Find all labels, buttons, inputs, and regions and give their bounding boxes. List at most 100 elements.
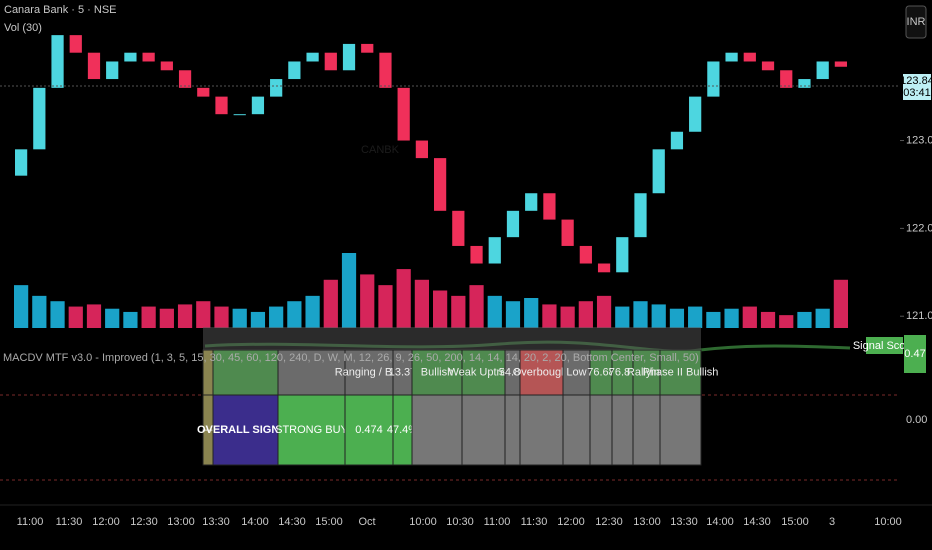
volume-bar bbox=[287, 301, 302, 328]
time-label: 12:30 bbox=[130, 516, 158, 528]
table-cell bbox=[212, 349, 279, 396]
table-cell bbox=[461, 394, 506, 466]
volume-bar bbox=[433, 290, 448, 328]
volume-bar bbox=[560, 306, 575, 328]
table-text: Weak Uptrend bbox=[448, 366, 518, 378]
volume-bar bbox=[123, 311, 138, 328]
time-label: 10:30 bbox=[446, 516, 474, 528]
volume-bar bbox=[378, 285, 393, 328]
volume-bar bbox=[797, 311, 812, 328]
candle bbox=[670, 131, 684, 150]
table-text: — bbox=[203, 424, 214, 436]
table-cell bbox=[611, 394, 634, 466]
volume-bar bbox=[196, 301, 211, 328]
table-text: Ranging / Bull bbox=[335, 366, 404, 378]
candle bbox=[816, 61, 829, 80]
indicator-name: MACDV MTF v3.0 - Improved (1, 3, 5, 15, … bbox=[3, 352, 699, 364]
volume-bar bbox=[305, 295, 320, 328]
time-label: 3 bbox=[829, 516, 835, 528]
candle bbox=[124, 52, 137, 62]
volume-bar bbox=[615, 306, 630, 328]
table-cell bbox=[632, 349, 661, 396]
table-cell bbox=[589, 394, 613, 466]
candle bbox=[597, 263, 611, 273]
time-label: 14:30 bbox=[278, 516, 306, 528]
table-text: 54.82 bbox=[499, 366, 527, 378]
volume-bar bbox=[669, 308, 685, 328]
table-text: 76.68 bbox=[587, 366, 615, 378]
candle bbox=[689, 96, 702, 132]
countdown: 03:41 bbox=[903, 87, 931, 99]
table-text: STRONG BUY bbox=[275, 424, 348, 436]
time-label: 15:00 bbox=[315, 516, 343, 528]
volume-bar bbox=[469, 285, 484, 328]
candle bbox=[33, 87, 46, 150]
volume-bar bbox=[269, 306, 284, 328]
table-text: 47.4% bbox=[387, 424, 418, 436]
table-text: Bullish bbox=[421, 366, 453, 378]
volume-bar bbox=[760, 311, 776, 328]
table-cell bbox=[411, 394, 463, 466]
time-label: 11:00 bbox=[17, 516, 44, 528]
candle bbox=[761, 61, 775, 71]
table-cell bbox=[519, 394, 564, 466]
candle bbox=[452, 210, 465, 246]
time-label: 13:30 bbox=[202, 516, 230, 528]
volume-bar bbox=[14, 285, 29, 328]
volume-bar bbox=[742, 306, 757, 328]
volume-bar bbox=[141, 306, 156, 328]
volume-bar bbox=[250, 311, 266, 328]
candle bbox=[397, 87, 410, 141]
last-price: 123.84 bbox=[900, 75, 932, 87]
volume-bar bbox=[360, 274, 375, 328]
volume-bar bbox=[396, 269, 411, 328]
candle bbox=[324, 52, 337, 71]
time-label: 11:30 bbox=[521, 516, 548, 528]
volume-bar bbox=[32, 295, 47, 328]
candle bbox=[87, 52, 101, 80]
table-cell bbox=[504, 394, 521, 466]
candle bbox=[834, 61, 847, 67]
candle bbox=[160, 61, 173, 71]
candle bbox=[142, 52, 155, 62]
candle bbox=[743, 52, 756, 62]
zero-label: 0.00 bbox=[906, 414, 927, 426]
time-label: 15:00 bbox=[781, 516, 809, 528]
candle bbox=[51, 35, 64, 88]
candle bbox=[561, 219, 574, 246]
symbol: Canara Bank · 5 · NSE bbox=[4, 4, 117, 16]
volume-bar bbox=[633, 301, 648, 328]
candle bbox=[270, 79, 283, 97]
candle bbox=[707, 61, 720, 97]
volume-bar bbox=[542, 304, 557, 328]
table-text: OVERALL SIGNAL bbox=[197, 424, 294, 436]
candle bbox=[215, 96, 228, 115]
candle bbox=[69, 35, 82, 53]
candle bbox=[543, 193, 556, 220]
candle bbox=[616, 237, 629, 273]
score: 0.47 bbox=[904, 348, 925, 360]
candle bbox=[361, 43, 374, 53]
candle bbox=[306, 52, 319, 62]
volume-bar bbox=[651, 304, 666, 328]
price-tick-label: 122.00 bbox=[906, 222, 932, 234]
table-text: Phase II Bullish bbox=[643, 366, 719, 378]
volume-bar bbox=[214, 306, 229, 328]
time-label: 11:30 bbox=[56, 516, 83, 528]
volume-bar bbox=[815, 308, 830, 328]
time-label: 12:00 bbox=[557, 516, 585, 528]
time-label: 13:30 bbox=[670, 516, 698, 528]
last-price-box bbox=[903, 74, 931, 100]
volume-bar bbox=[505, 301, 521, 328]
time-label: 13:00 bbox=[167, 516, 195, 528]
currency-button[interactable] bbox=[905, 5, 927, 39]
candle bbox=[506, 210, 520, 238]
time-label: 10:00 bbox=[409, 516, 437, 528]
candle bbox=[178, 70, 192, 88]
table-cell bbox=[461, 349, 506, 396]
table-cell bbox=[277, 349, 346, 396]
time-label: 14:00 bbox=[706, 516, 734, 528]
volume-bar bbox=[232, 308, 247, 328]
volume-bar bbox=[524, 298, 539, 328]
